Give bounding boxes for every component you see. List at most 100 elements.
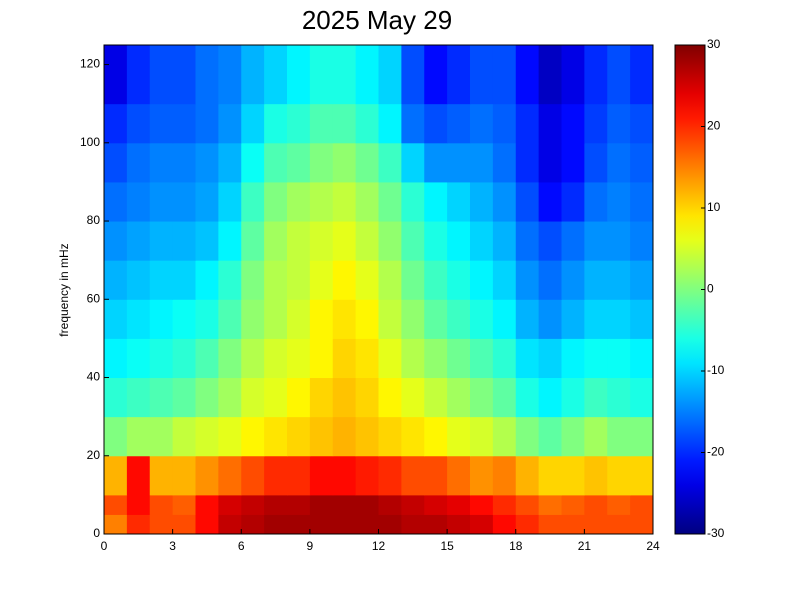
heat-cell bbox=[607, 494, 631, 515]
heat-cell bbox=[470, 142, 494, 183]
heat-cell bbox=[401, 221, 425, 261]
heat-cell bbox=[241, 260, 265, 300]
colorbar-tick-label: 30 bbox=[707, 37, 721, 51]
heat-cell bbox=[218, 455, 242, 496]
y-tick-label: 40 bbox=[87, 370, 101, 384]
heat-cell bbox=[355, 455, 379, 496]
heat-cell bbox=[401, 142, 425, 183]
heat-cell bbox=[424, 181, 448, 222]
heat-cell bbox=[332, 45, 357, 105]
heat-cell bbox=[149, 299, 174, 339]
heat-cell bbox=[470, 377, 494, 418]
heat-cell bbox=[264, 455, 288, 496]
heat-cell bbox=[264, 142, 288, 183]
heat-cell bbox=[515, 221, 540, 261]
heat-cell bbox=[538, 221, 562, 261]
heat-cell bbox=[401, 514, 425, 535]
heat-cell bbox=[584, 514, 608, 535]
heat-cell bbox=[126, 142, 151, 183]
heat-cell bbox=[309, 455, 334, 496]
heat-cell bbox=[172, 260, 196, 300]
x-tick-label: 21 bbox=[578, 539, 592, 553]
heat-cell bbox=[401, 299, 425, 339]
heat-cell bbox=[538, 494, 562, 515]
y-tick-label: 80 bbox=[87, 213, 101, 227]
heat-cell bbox=[264, 103, 288, 144]
colorbar-tick-label: -20 bbox=[707, 445, 725, 459]
heat-cell bbox=[424, 142, 448, 183]
heat-cell bbox=[264, 181, 288, 222]
heat-cell bbox=[630, 455, 654, 496]
heat-cell bbox=[538, 103, 562, 144]
heat-cell bbox=[218, 514, 242, 535]
heat-cell bbox=[309, 338, 334, 379]
heat-cell bbox=[607, 45, 631, 105]
heat-cell bbox=[149, 45, 174, 105]
heat-cell bbox=[218, 221, 242, 261]
heat-cell bbox=[309, 103, 334, 144]
heat-cell bbox=[561, 103, 585, 144]
heat-cell bbox=[492, 299, 517, 339]
colorbar bbox=[674, 44, 706, 535]
heat-cell bbox=[195, 103, 219, 144]
heat-cell bbox=[401, 377, 425, 418]
heat-cell bbox=[447, 299, 471, 339]
heat-cell bbox=[470, 494, 494, 515]
heat-cell bbox=[104, 260, 128, 300]
heat-cell bbox=[447, 221, 471, 261]
heat-cell bbox=[332, 181, 357, 222]
heat-cell bbox=[378, 494, 402, 515]
x-tick-label: 12 bbox=[372, 539, 386, 553]
heat-cell bbox=[607, 299, 631, 339]
heat-cell bbox=[287, 494, 311, 515]
heat-cell bbox=[332, 494, 357, 515]
x-tick-label: 24 bbox=[646, 539, 660, 553]
heat-cell bbox=[218, 416, 242, 457]
heat-cell bbox=[630, 45, 654, 105]
heat-cell bbox=[309, 142, 334, 183]
y-tick-label: 20 bbox=[87, 448, 101, 462]
heat-cell bbox=[104, 514, 128, 535]
heat-cell bbox=[149, 514, 174, 535]
heat-cell bbox=[332, 142, 357, 183]
heat-cell bbox=[332, 103, 357, 144]
heat-cell bbox=[630, 494, 654, 515]
heat-cell bbox=[126, 181, 151, 222]
heat-cell bbox=[287, 142, 311, 183]
heat-cell bbox=[378, 221, 402, 261]
heat-cell bbox=[264, 338, 288, 379]
heat-cell bbox=[355, 494, 379, 515]
heat-cell bbox=[172, 181, 196, 222]
heat-cell bbox=[538, 338, 562, 379]
heat-cell bbox=[470, 416, 494, 457]
heat-cell bbox=[447, 416, 471, 457]
heat-cell bbox=[355, 416, 379, 457]
heat-cell bbox=[424, 377, 448, 418]
heat-cell bbox=[172, 514, 196, 535]
heat-cell bbox=[241, 103, 265, 144]
heat-cell bbox=[195, 260, 219, 300]
heat-cell bbox=[447, 142, 471, 183]
heat-cell bbox=[515, 103, 540, 144]
heat-cell bbox=[104, 416, 128, 457]
heat-cell bbox=[149, 377, 174, 418]
heat-cell bbox=[401, 494, 425, 515]
heat-cell bbox=[424, 416, 448, 457]
colorbar-tick-label: -10 bbox=[707, 363, 725, 377]
heat-cell bbox=[172, 299, 196, 339]
heat-cell bbox=[492, 416, 517, 457]
heat-cell bbox=[447, 45, 471, 105]
heat-cell bbox=[241, 221, 265, 261]
heat-cell bbox=[470, 103, 494, 144]
heat-cell bbox=[515, 416, 540, 457]
heat-cell bbox=[172, 338, 196, 379]
x-tick-label: 0 bbox=[101, 539, 108, 553]
heat-cell bbox=[126, 494, 151, 515]
heat-cell bbox=[447, 338, 471, 379]
heat-cell bbox=[126, 455, 151, 496]
heat-cell bbox=[172, 103, 196, 144]
heat-cell bbox=[561, 260, 585, 300]
heat-cell bbox=[218, 299, 242, 339]
heat-cell bbox=[287, 455, 311, 496]
